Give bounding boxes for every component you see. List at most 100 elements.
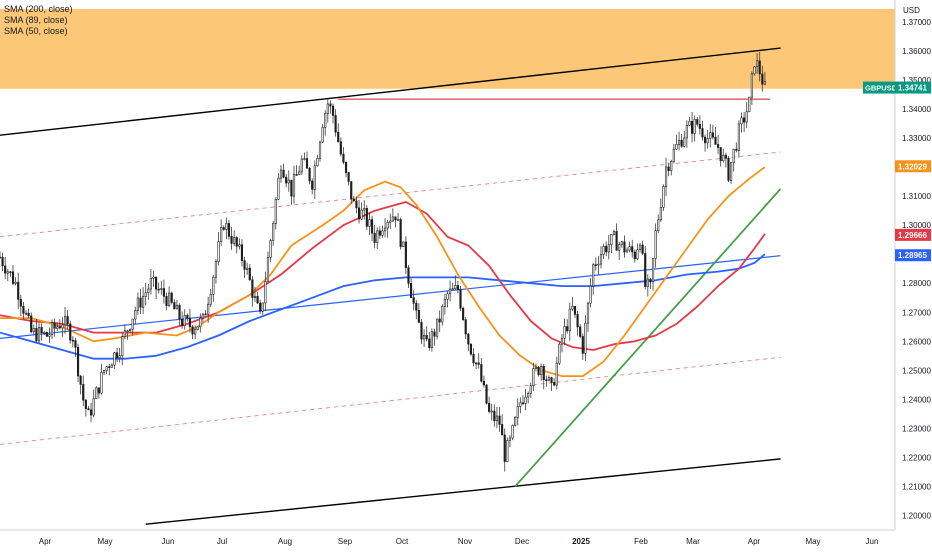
candle-body <box>56 326 59 329</box>
candle-body <box>233 237 236 244</box>
candle-body <box>196 326 199 330</box>
candle-body <box>155 276 158 290</box>
candle-body <box>63 316 67 326</box>
candle-body <box>701 128 704 138</box>
candle-body <box>285 176 288 184</box>
candle-body <box>521 402 525 405</box>
candle-body <box>646 278 649 287</box>
candle-body <box>199 317 202 328</box>
candle-body <box>730 162 733 181</box>
x-tick-label: Jun <box>162 537 175 546</box>
candle-body <box>11 271 15 284</box>
y-tick-label: 1.27000 <box>902 308 931 317</box>
candle-body <box>225 223 228 230</box>
candle-body <box>147 288 150 293</box>
candle-body <box>136 297 139 311</box>
candle-body <box>105 366 108 371</box>
candle-body <box>149 277 152 290</box>
y-tick-label: 1.20000 <box>902 511 931 520</box>
candle-body <box>589 285 592 304</box>
candle-body <box>40 327 43 334</box>
candles <box>0 51 766 472</box>
candle-body <box>717 144 720 148</box>
candle-body <box>9 271 12 274</box>
candle-body <box>43 332 46 334</box>
candle-body <box>542 366 545 381</box>
candle-body <box>300 158 303 173</box>
candle-body <box>313 165 316 190</box>
price-tag-bg <box>895 160 931 173</box>
candle-body <box>493 410 496 422</box>
candle-body <box>35 328 38 342</box>
x-tick-label: May <box>805 537 820 546</box>
x-tick-label: Mar <box>686 537 700 546</box>
candle-body <box>61 324 64 329</box>
candle-body <box>594 264 597 266</box>
candle-body <box>477 362 480 365</box>
candle-body <box>503 434 506 462</box>
legend-item-sma89[interactable]: SMA (89, close) <box>4 15 68 25</box>
x-tick-label: Nov <box>458 537 472 546</box>
candle-body <box>480 364 483 382</box>
candle-body <box>532 368 535 386</box>
candle-body <box>389 220 392 223</box>
candle-body <box>95 387 98 399</box>
sma50-line <box>0 166 766 377</box>
candle-body <box>305 158 309 169</box>
candle-body <box>623 241 626 253</box>
candle-body <box>222 227 225 230</box>
candle-body <box>579 326 582 337</box>
candle-body <box>152 276 155 279</box>
candle-body <box>524 396 527 404</box>
candle-body <box>292 174 296 197</box>
y-tick-label: 1.26000 <box>902 337 931 346</box>
candle-body <box>4 265 7 274</box>
candle-body <box>253 295 257 298</box>
legend-item-sma200[interactable]: SMA (200, close) <box>4 4 73 14</box>
candle-body <box>212 276 215 295</box>
sma200-line <box>0 253 766 360</box>
candle-body <box>514 417 517 426</box>
candle-body <box>488 402 491 412</box>
y-tick-label: 1.37000 <box>902 18 931 27</box>
candle-body <box>277 177 280 200</box>
candle-body <box>672 148 675 162</box>
candle-body <box>750 73 753 98</box>
candle-body <box>735 148 738 151</box>
candle-body <box>352 198 355 202</box>
candle-body <box>381 230 384 236</box>
candle-body <box>272 223 275 241</box>
candle-body <box>264 281 267 304</box>
x-tick-label: Sep <box>338 537 353 546</box>
candle-body <box>670 161 673 171</box>
currency-label[interactable]: USD <box>903 6 920 15</box>
candle-body <box>287 179 290 184</box>
candle-body <box>126 330 129 332</box>
x-tick-label: May <box>97 537 112 546</box>
candle-body <box>605 245 608 253</box>
candle-body <box>443 298 446 307</box>
candle-body <box>230 236 233 244</box>
candle-body <box>209 294 212 305</box>
candle-body <box>612 231 616 235</box>
candle-body <box>566 326 569 332</box>
y-tick-label: 1.22000 <box>902 453 931 462</box>
candle-body <box>396 219 400 221</box>
candle-body <box>194 329 197 335</box>
candle-body <box>722 154 725 162</box>
candle-body <box>576 314 579 328</box>
y-tick-label: 1.33000 <box>902 134 931 143</box>
candle-body <box>407 267 410 284</box>
candle-body <box>659 207 662 221</box>
legend-item-sma50[interactable]: SMA (50, close) <box>4 26 68 36</box>
x-tick-label: Dec <box>515 537 529 546</box>
candle-body <box>550 377 553 383</box>
candle-body <box>71 339 74 342</box>
candle-body <box>113 352 116 366</box>
candle-body <box>683 137 686 147</box>
candle-body <box>584 322 587 354</box>
candle-body <box>553 382 556 386</box>
candle-body <box>386 222 389 229</box>
